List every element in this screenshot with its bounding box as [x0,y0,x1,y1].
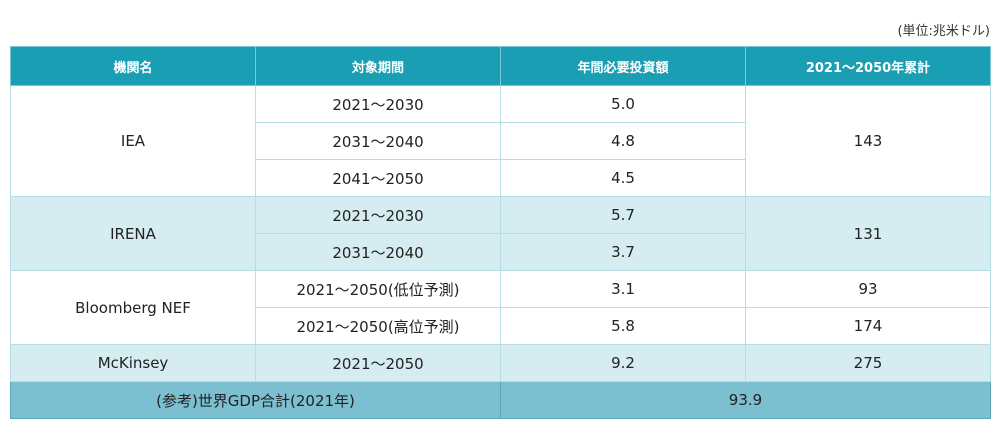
annual-cell: 5.0 [500,85,746,123]
org-name-iea: IEA [10,85,256,197]
period-cell: 2021～2050(高位予測) [255,307,501,345]
org-name-bnef: Bloomberg NEF [10,270,256,345]
annual-cell: 3.7 [500,233,746,271]
footer-label: (参考)世界GDP合計(2021年) [10,381,501,419]
investment-table: 機関名 対象期間 年間必要投資額 2021～2050年累計 IEA 2021～2… [10,46,991,419]
annual-cell: 9.2 [500,344,746,382]
period-cell: 2021～2050 [255,344,501,382]
table-row: 2021～2050(高位予測) 5.8 174 [11,307,991,345]
annual-cell: 4.5 [500,159,746,197]
annual-cell: 4.8 [500,122,746,160]
total-cell-irena: 131 [745,196,991,271]
total-cell-mckinsey: 275 [745,344,991,382]
annual-cell: 5.8 [500,307,746,345]
table-row: McKinsey 2021～2050 9.2 275 [10,344,991,382]
org-name-irena: IRENA [10,196,256,271]
unit-label: (単位:兆米ドル) [897,24,990,39]
table-row: IRENA 2021～2030 5.7 131 [10,196,991,271]
period-cell: 2041～2050 [255,159,501,197]
total-cell: 93 [745,270,991,308]
table-row: 2031～2040 4.8 [11,122,991,160]
table-row: 2041～2050 4.5 [11,159,991,197]
period-cell: 2021～2050(低位予測) [255,270,501,308]
period-cell: 2031～2040 [255,233,501,271]
header-cumulative-total: 2021～2050年累計 [745,46,991,86]
header-row: 機関名 対象期間 年間必要投資額 2021～2050年累計 [10,46,991,86]
table-row: Bloomberg NEF 2021～2050(低位予測) 3.1 93 [10,270,991,345]
table-row: IEA 2021～2030 5.0 143 [10,85,991,197]
header-organization: 機関名 [10,46,256,86]
total-cell-iea: 143 [745,85,991,197]
annual-cell: 3.1 [500,270,746,308]
period-cell: 2021～2030 [255,196,501,234]
table-row: 2031～2040 3.7 [11,233,991,271]
period-cell: 2031～2040 [255,122,501,160]
org-name-mckinsey: McKinsey [10,344,256,382]
footer-value: 93.9 [500,381,991,419]
annual-cell: 5.7 [500,196,746,234]
period-cell: 2021～2030 [255,85,501,123]
total-cell: 174 [745,307,991,345]
header-period: 対象期間 [255,46,501,86]
footer-row: (参考)世界GDP合計(2021年) 93.9 [10,381,991,419]
header-annual-investment: 年間必要投資額 [500,46,746,86]
